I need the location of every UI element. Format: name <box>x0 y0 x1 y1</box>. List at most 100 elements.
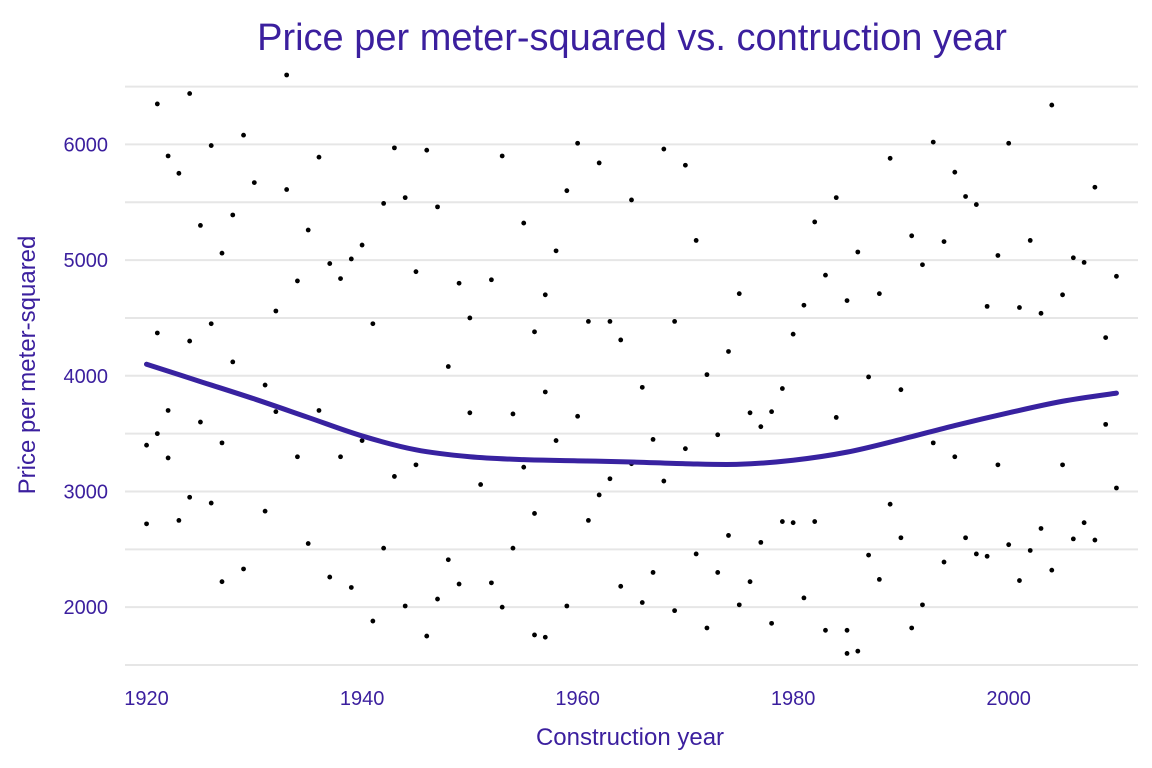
data-point <box>1038 526 1044 531</box>
data-point <box>833 415 839 420</box>
data-point <box>413 462 419 468</box>
data-point <box>1081 260 1087 265</box>
data-point <box>661 478 667 484</box>
data-point <box>251 180 257 185</box>
x-tick-label: 1960 <box>555 688 600 710</box>
data-point <box>316 408 322 413</box>
data-point <box>467 410 473 416</box>
data-point <box>887 501 893 507</box>
y-tick-label: 5000 <box>64 250 109 272</box>
data-point <box>866 552 871 558</box>
data-point <box>284 72 290 78</box>
data-point <box>370 618 376 624</box>
data-point <box>876 576 882 582</box>
data-point <box>262 508 268 514</box>
data-point <box>348 256 354 262</box>
data-point <box>758 539 764 545</box>
data-point <box>445 364 451 369</box>
data-point <box>1092 184 1098 190</box>
data-point <box>704 372 710 378</box>
data-point <box>769 409 774 415</box>
data-point <box>1114 273 1119 279</box>
data-point <box>553 438 559 443</box>
data-point <box>284 187 290 192</box>
data-point <box>650 570 656 575</box>
data-point <box>704 625 710 631</box>
data-point <box>1027 548 1033 553</box>
y-tick-label: 2000 <box>64 597 109 619</box>
data-point <box>920 602 925 608</box>
data-point <box>165 408 171 413</box>
data-point <box>736 291 742 297</box>
data-point <box>639 600 645 605</box>
data-point <box>758 424 764 430</box>
data-point <box>747 579 753 585</box>
data-point <box>1060 462 1065 468</box>
x-tick-label: 1920 <box>124 688 169 710</box>
data-point <box>499 153 505 159</box>
data-point <box>532 329 537 335</box>
data-point <box>1070 255 1076 261</box>
x-axis-label: Construction year <box>536 724 724 751</box>
data-point <box>144 442 149 448</box>
data-point <box>607 319 613 324</box>
data-point <box>154 431 160 437</box>
data-point <box>402 195 408 201</box>
data-point <box>1103 335 1109 341</box>
data-point <box>305 541 311 546</box>
data-point <box>726 349 731 354</box>
data-point <box>693 238 699 243</box>
data-point <box>801 302 807 308</box>
data-point <box>973 202 979 207</box>
data-point <box>424 633 430 639</box>
data-point <box>176 517 182 523</box>
data-point <box>779 386 785 391</box>
data-point <box>790 331 796 337</box>
data-point <box>241 566 246 572</box>
data-point <box>532 632 537 638</box>
data-point <box>1114 485 1119 491</box>
data-point <box>198 222 203 228</box>
data-point <box>467 315 473 321</box>
data-point <box>672 608 678 614</box>
data-point <box>973 551 979 557</box>
data-point <box>1070 536 1076 542</box>
data-point <box>241 132 246 138</box>
data-point <box>682 446 688 452</box>
data-point <box>1092 537 1098 543</box>
data-point <box>542 292 548 298</box>
data-point <box>542 389 548 395</box>
data-point <box>187 494 193 500</box>
data-point <box>1081 520 1087 526</box>
data-point <box>327 261 333 266</box>
data-point <box>855 249 861 255</box>
data-point <box>747 410 753 416</box>
data-point <box>575 140 581 146</box>
y-axis-label: Price per meter-squared <box>14 236 41 495</box>
data-point <box>499 604 505 610</box>
data-point <box>273 308 279 314</box>
data-point <box>779 519 785 524</box>
data-point <box>370 321 376 327</box>
data-point <box>769 620 774 626</box>
data-point <box>887 155 893 161</box>
data-point <box>295 454 300 460</box>
data-point <box>1049 102 1055 108</box>
data-point <box>898 387 904 393</box>
data-point <box>295 278 300 284</box>
data-point <box>445 557 451 563</box>
data-point <box>198 419 203 425</box>
data-point <box>219 250 225 256</box>
chart-title: Price per meter-squared vs. contruction … <box>257 17 1007 59</box>
data-point <box>995 462 1001 468</box>
data-point <box>262 382 268 388</box>
data-point <box>726 533 731 538</box>
data-point <box>413 269 419 275</box>
data-point <box>553 248 559 254</box>
data-point <box>1038 310 1044 316</box>
data-point <box>672 319 678 324</box>
data-point <box>176 170 182 176</box>
data-point <box>941 239 947 244</box>
data-point <box>812 219 818 225</box>
